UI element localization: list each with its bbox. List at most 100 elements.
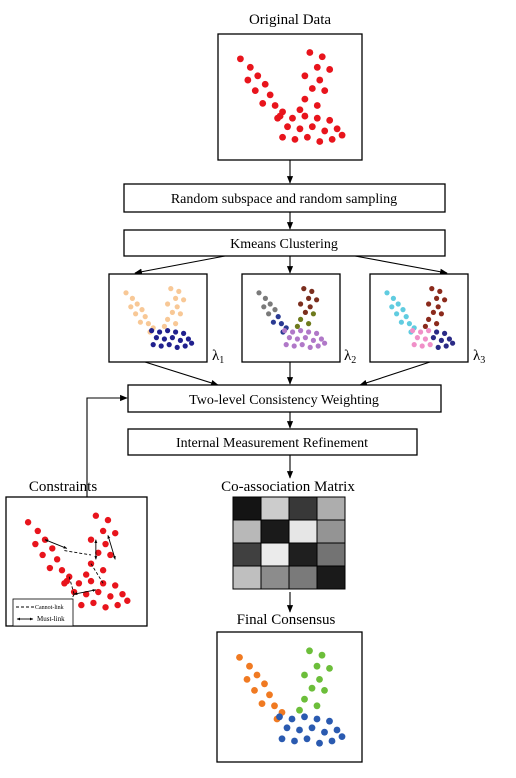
data-point	[321, 728, 328, 736]
data-point	[338, 131, 346, 139]
data-point	[308, 85, 316, 92]
data-point	[328, 737, 336, 745]
data-point	[301, 671, 308, 679]
data-point	[142, 314, 148, 320]
data-point	[437, 288, 443, 294]
data-point	[236, 654, 243, 661]
matrix-cell	[260, 565, 290, 590]
lambda-1-label: λ1	[212, 348, 224, 366]
data-point	[90, 599, 97, 607]
data-point	[139, 307, 145, 313]
data-point	[276, 713, 283, 721]
data-point	[301, 72, 309, 80]
data-point	[114, 601, 121, 609]
data-point	[446, 336, 452, 342]
data-point	[177, 311, 183, 317]
data-point	[124, 597, 131, 604]
data-point	[158, 343, 164, 349]
data-point	[150, 342, 156, 348]
data-point	[266, 91, 274, 99]
lambda-2-label: λ2	[344, 348, 356, 366]
coassociation-title: Co-association Matrix	[221, 479, 355, 495]
data-point	[389, 304, 395, 310]
data-point	[166, 342, 172, 348]
must-link	[73, 589, 97, 595]
data-point	[39, 551, 46, 559]
data-point	[63, 577, 71, 585]
original-data-points	[237, 49, 346, 145]
data-point	[189, 340, 195, 346]
data-point	[316, 676, 323, 683]
clustering-2-points	[256, 286, 328, 350]
data-point	[313, 102, 321, 109]
kmeans-box	[123, 229, 446, 257]
data-point	[261, 680, 268, 688]
data-point	[272, 307, 278, 313]
data-point	[395, 301, 401, 307]
data-point	[435, 304, 441, 310]
data-point	[296, 125, 304, 133]
data-point	[313, 114, 321, 122]
cannot-link-legend-label: Cannot-link	[35, 605, 64, 611]
random-subspace-label: Random subspace and random sampling	[171, 192, 397, 207]
data-point	[112, 529, 119, 537]
cannot-link	[64, 550, 92, 556]
data-point	[422, 336, 428, 342]
data-point	[278, 321, 284, 327]
data-point	[75, 580, 83, 587]
matrix-cell	[232, 542, 262, 567]
data-point	[46, 564, 54, 572]
two-level-weighting-box	[127, 384, 442, 413]
data-point	[326, 116, 334, 124]
data-point	[99, 580, 107, 587]
data-point	[165, 301, 171, 307]
data-point	[313, 702, 321, 710]
data-point	[282, 328, 288, 334]
data-point	[283, 342, 289, 348]
data-point	[294, 323, 300, 329]
data-point	[310, 311, 316, 317]
data-point	[296, 706, 303, 714]
data-point	[316, 739, 323, 747]
data-point	[243, 676, 251, 683]
data-point	[246, 63, 254, 71]
data-point	[429, 286, 435, 292]
data-point	[251, 87, 259, 95]
data-point	[256, 290, 262, 296]
arrow-clustering-3-to-weighting	[359, 361, 431, 386]
matrix-cell	[232, 565, 262, 590]
constraints-title: Constraints	[29, 479, 97, 495]
data-point	[254, 72, 262, 80]
data-point	[450, 340, 456, 346]
data-point	[168, 286, 174, 292]
data-point	[410, 328, 416, 334]
data-point	[306, 647, 313, 655]
data-point	[283, 724, 291, 732]
data-point	[326, 66, 334, 73]
data-point	[267, 301, 273, 307]
matrix-cell	[316, 496, 346, 521]
matrix-cell	[316, 542, 346, 567]
data-point	[284, 123, 291, 131]
data-point	[422, 323, 428, 329]
data-point	[153, 335, 159, 341]
matrix-cell	[232, 519, 262, 544]
data-point	[246, 662, 253, 670]
matrix-cell	[288, 565, 318, 590]
data-point	[291, 136, 299, 143]
data-point	[99, 527, 107, 535]
data-point	[276, 112, 284, 120]
data-point	[394, 311, 400, 317]
data-point	[181, 330, 187, 336]
data-point	[435, 344, 441, 350]
data-point	[262, 295, 268, 301]
data-point	[174, 304, 180, 310]
data-point	[279, 133, 286, 141]
data-point	[32, 540, 39, 548]
data-point	[315, 343, 321, 349]
data-point	[438, 311, 444, 317]
data-point	[338, 733, 346, 740]
data-point	[271, 702, 278, 710]
data-point	[302, 309, 308, 315]
lambda-3-label: λ3	[473, 348, 485, 366]
